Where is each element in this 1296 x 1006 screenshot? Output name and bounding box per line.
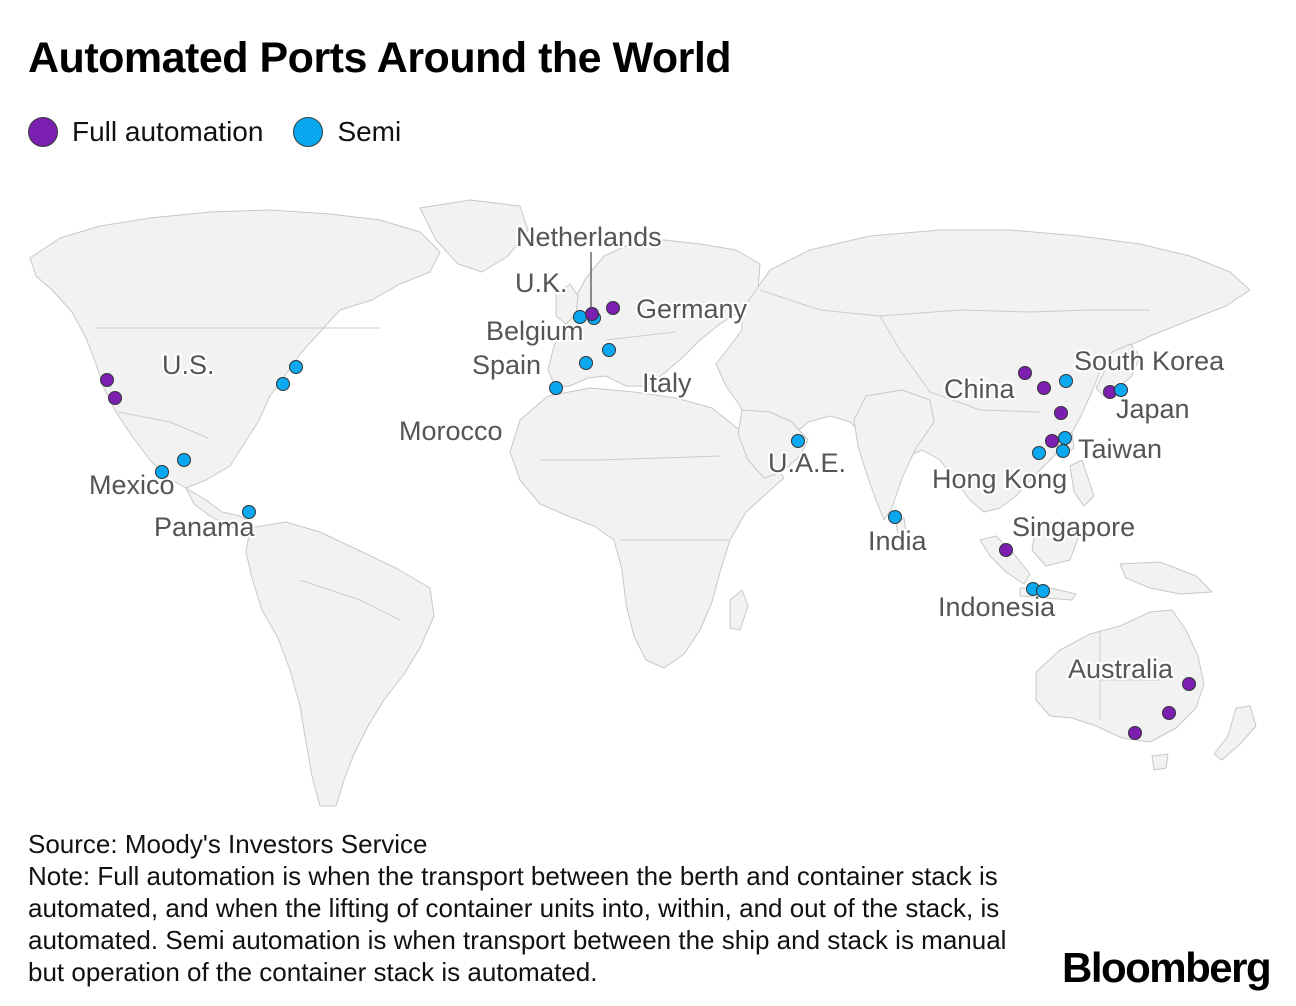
- port-marker-u-s-full: [108, 391, 122, 405]
- label-italy: Italy: [642, 368, 692, 398]
- port-marker-hong-kong-semi: [1032, 446, 1046, 460]
- africa-north-border: [540, 455, 721, 461]
- full-automation-dot-icon: [28, 117, 58, 147]
- world-map: Netherlands U.K. Germany Belgium Spain I…: [29, 199, 1257, 807]
- india-landmass: [853, 389, 935, 521]
- footer: Source: Moody's Investors Service Note: …: [28, 828, 1048, 988]
- label-india: India: [868, 526, 928, 556]
- country-borders: [96, 289, 1160, 720]
- label-south-korea: South Korea: [1074, 346, 1225, 376]
- label-china: China: [944, 374, 1016, 404]
- port-marker-china-full: [1037, 381, 1051, 395]
- label-hong-kong: Hong Kong: [932, 464, 1067, 494]
- legend-label-full: Full automation: [72, 116, 264, 147]
- port-marker-germany-full: [606, 301, 620, 315]
- port-marker-indonesia-semi: [1036, 584, 1050, 598]
- bloomberg-logo: Bloomberg: [1062, 944, 1272, 991]
- new-guinea-landmass: [1119, 561, 1213, 595]
- label-belgium: Belgium: [486, 316, 584, 346]
- port-marker-india-semi: [888, 510, 902, 524]
- china-border: [879, 315, 1041, 413]
- country-labels: Netherlands U.K. Germany Belgium Spain I…: [87, 220, 1227, 686]
- new-zealand-landmass: [1213, 705, 1257, 761]
- label-uae: U.A.E.: [768, 448, 846, 478]
- port-marker-singapore-full: [999, 543, 1013, 557]
- europe-inner-border: [605, 331, 677, 341]
- port-marker-u-k-semi: [573, 310, 587, 324]
- label-panama: Panama: [154, 512, 256, 542]
- port-marker-china-full: [1018, 366, 1032, 380]
- label-germany: Germany: [636, 294, 748, 324]
- arabia-landmass: [737, 409, 809, 479]
- legend-label-semi: Semi: [337, 116, 402, 147]
- port-marker-taiwan-semi: [1056, 444, 1070, 458]
- label-taiwan: Taiwan: [1078, 434, 1162, 464]
- source-text: Source: Moody's Investors Service: [28, 829, 428, 859]
- borneo-landmass: [1031, 519, 1079, 567]
- us-mexico-border: [117, 411, 209, 439]
- tasmania-landmass: [1151, 753, 1169, 771]
- label-netherlands: Netherlands: [516, 222, 662, 252]
- port-marker-japan-semi: [1114, 383, 1128, 397]
- russia-border: [759, 289, 1150, 317]
- note-text: Note: Full automation is when the transp…: [28, 861, 1007, 987]
- philippines-landmass: [1069, 459, 1095, 507]
- label-australia: Australia: [1068, 654, 1174, 684]
- label-indonesia: Indonesia: [938, 592, 1056, 622]
- africa-landmass: [509, 387, 785, 669]
- australia-landmass: [1035, 609, 1205, 743]
- label-us: U.S.: [162, 350, 215, 380]
- port-marker-u-s-full: [100, 373, 114, 387]
- port-marker-spain-semi: [579, 356, 593, 370]
- port-marker-italy-semi: [602, 343, 616, 357]
- port-marker-panama-semi: [242, 505, 256, 519]
- label-japan: Japan: [1116, 394, 1190, 424]
- port-marker-morocco-semi: [549, 381, 563, 395]
- sumatra-landmass: [979, 535, 1031, 585]
- legend-item-full: Full automation: [28, 116, 263, 148]
- madagascar-landmass: [729, 589, 749, 631]
- land-masses: [29, 199, 1257, 807]
- south-america-border: [299, 579, 401, 621]
- label-spain: Spain: [472, 350, 541, 380]
- greenland-landmass: [419, 199, 529, 273]
- south-america-landmass: [245, 521, 435, 807]
- legend: Full automation Semi: [28, 112, 431, 152]
- port-marker-taiwan-semi: [1058, 431, 1072, 445]
- port-marker-u-s-semi: [276, 377, 290, 391]
- label-singapore: Singapore: [1012, 512, 1135, 542]
- north-america-landmass: [29, 209, 441, 489]
- port-marker-mexico-semi: [155, 465, 169, 479]
- label-uk: U.K.: [515, 268, 568, 298]
- port-marker-australia-full: [1128, 726, 1142, 740]
- port-marker-china-full: [1045, 434, 1059, 448]
- port-markers: [100, 301, 1196, 740]
- port-marker-mexico-semi: [177, 453, 191, 467]
- port-marker-australia-full: [1162, 706, 1176, 720]
- page-title: Automated Ports Around the World: [28, 34, 732, 82]
- port-marker-u-s-semi: [289, 360, 303, 374]
- legend-item-semi: Semi: [293, 116, 401, 148]
- australia-border: [1099, 630, 1160, 720]
- port-marker-australia-full: [1182, 677, 1196, 691]
- port-marker-netherlands-full: [585, 307, 599, 321]
- semi-automation-dot-icon: [293, 117, 324, 147]
- port-marker-south-korea-semi: [1059, 374, 1073, 388]
- label-morocco: Morocco: [399, 416, 503, 446]
- port-marker-u-a-e-semi: [791, 434, 805, 448]
- port-marker-china-full: [1054, 406, 1068, 420]
